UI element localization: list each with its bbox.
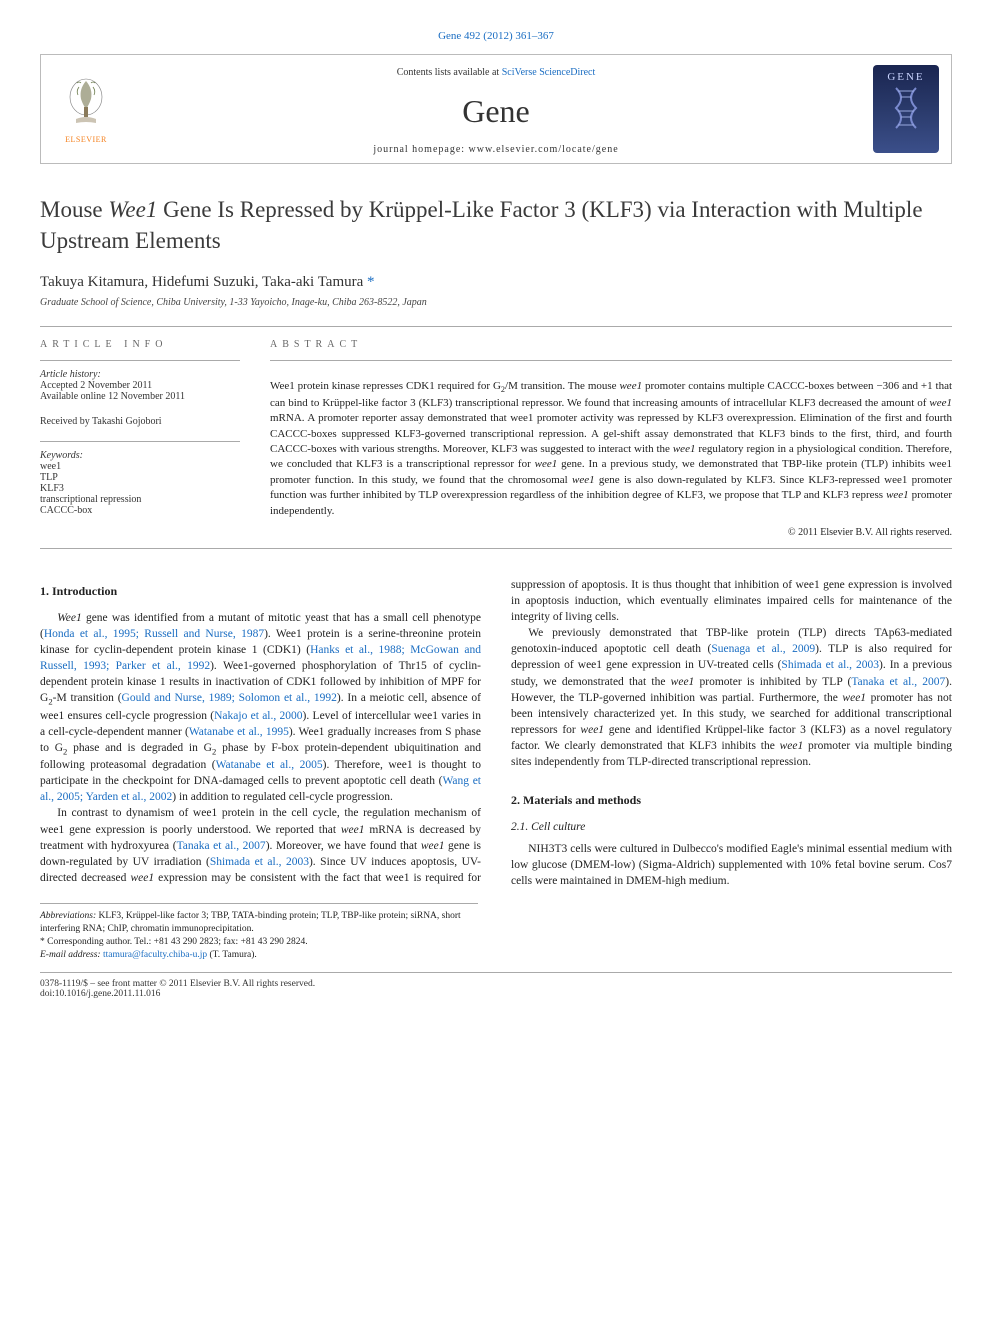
journal-cover-wrap: GENE (861, 55, 951, 163)
abstract-copyright: © 2011 Elsevier B.V. All rights reserved… (270, 527, 952, 538)
elsevier-logo: ELSEVIER (51, 69, 121, 149)
elsevier-logo-text: ELSEVIER (65, 135, 107, 144)
citation-link-anchor[interactable]: Gene 492 (2012) 361–367 (438, 30, 554, 42)
article-history-label: Article history: (40, 369, 240, 380)
section-heading-methods: 2. Materials and methods (511, 792, 952, 809)
elsevier-tree-icon (61, 75, 111, 133)
keywords-label: Keywords: (40, 450, 240, 461)
meta-abstract-row: article info Article history: Accepted 2… (40, 327, 952, 538)
affiliation: Graduate School of Science, Chiba Univer… (40, 297, 952, 308)
received-by: Received by Takashi Gojobori (40, 416, 240, 427)
dna-helix-icon (881, 83, 931, 133)
publisher-logo-wrap: ELSEVIER (41, 55, 131, 163)
article-info-heading: article info (40, 339, 240, 350)
journal-name: Gene (131, 93, 861, 130)
body-two-column: 1. Introduction Wee1 gene was identified… (40, 577, 952, 889)
subsection-heading-cell-culture: 2.1. Cell culture (511, 819, 952, 835)
header-center: Contents lists available at SciVerse Sci… (131, 55, 861, 163)
cell-culture-paragraph: NIH3T3 cells were cultured in Dulbecco's… (511, 841, 952, 889)
email-label: E-mail address: (40, 950, 103, 960)
article-title: Mouse Wee1 Gene Is Repressed by Krüppel-… (40, 194, 952, 256)
journal-homepage: journal homepage: www.elsevier.com/locat… (131, 144, 861, 155)
intro-paragraph-3: We previously demonstrated that TBP-like… (511, 625, 952, 770)
journal-cover-image: GENE (873, 65, 939, 153)
journal-header: ELSEVIER Contents lists available at Sci… (40, 54, 952, 164)
bottom-bar: 0378-1119/$ – see front matter © 2011 El… (40, 972, 952, 999)
corresponding-author-footnote: * Corresponding author. Tel.: +81 43 290… (40, 936, 478, 949)
journal-cover-title: GENE (887, 71, 924, 83)
footnotes-block: Abbreviations: KLF3, Krüppel-like factor… (40, 903, 478, 961)
abbreviations-label: Abbreviations: (40, 911, 96, 921)
divider-rule (40, 548, 952, 549)
front-matter-line: 0378-1119/$ – see front matter © 2011 El… (40, 979, 952, 989)
abstract-heading: abstract (270, 339, 952, 350)
keyword: wee1 (40, 461, 240, 472)
keyword: TLP (40, 472, 240, 483)
keyword: CACCC-box (40, 505, 240, 516)
doi-line: doi:10.1016/j.gene.2011.11.016 (40, 989, 952, 999)
authors-line: Takuya Kitamura, Hidefumi Suzuki, Taka-a… (40, 274, 952, 291)
intro-paragraph-1: Wee1 gene was identified from a mutant o… (40, 610, 481, 806)
email-footnote: E-mail address: ttamura@faculty.chiba-u.… (40, 949, 478, 962)
abstract-text: Wee1 protein kinase represses CDK1 requi… (270, 371, 952, 519)
divider-rule (270, 360, 952, 361)
sciencedirect-link[interactable]: SciVerse ScienceDirect (502, 67, 596, 78)
abbreviations-footnote: Abbreviations: KLF3, Krüppel-like factor… (40, 910, 478, 936)
contents-list-line: Contents lists available at SciVerse Sci… (131, 67, 861, 78)
keyword: transcriptional repression (40, 494, 240, 505)
abbreviations-text: KLF3, Krüppel-like factor 3; TBP, TATA-b… (40, 911, 461, 934)
article-info-column: article info Article history: Accepted 2… (40, 327, 240, 538)
available-online-date: Available online 12 November 2011 (40, 391, 240, 402)
keyword: KLF3 (40, 483, 240, 494)
contents-list-text: Contents lists available at (397, 67, 502, 78)
accepted-date: Accepted 2 November 2011 (40, 380, 240, 391)
corresponding-email-link[interactable]: ttamura@faculty.chiba-u.jp (103, 950, 207, 960)
email-suffix: (T. Tamura). (207, 950, 257, 960)
section-heading-introduction: 1. Introduction (40, 583, 481, 600)
citation-link: Gene 492 (2012) 361–367 (40, 30, 952, 42)
abstract-column: abstract Wee1 protein kinase represses C… (270, 327, 952, 538)
